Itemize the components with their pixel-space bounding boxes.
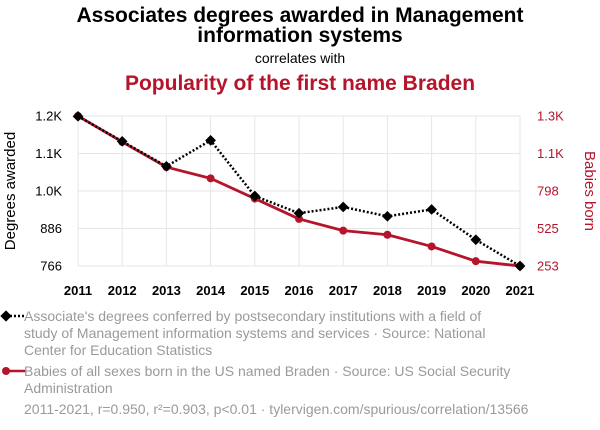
point-degrees-2019 (426, 204, 437, 215)
x-tick-2020: 2020 (461, 283, 490, 298)
point-degrees-2021 (514, 260, 526, 272)
legend-degrees-text-line-2: study of Management information systems … (24, 325, 485, 341)
left-tick-2: 1.0K (35, 184, 62, 199)
right-tick-3: 1.1K (537, 146, 564, 161)
point-degrees-2017 (337, 201, 349, 213)
legend-babies-text-line-1: Babies of all sexes born in the US named… (24, 363, 510, 379)
legend-degrees: Associate's degrees conferred by postsec… (0, 308, 485, 358)
x-tick-2021: 2021 (506, 283, 535, 298)
point-babies-2017 (339, 226, 348, 235)
legend-babies-marker (2, 367, 10, 375)
x-tick-2013: 2013 (152, 283, 181, 298)
chart-footer: 2011-2021, r=0.950, r²=0.903, p<0.01 · t… (24, 401, 529, 417)
point-degrees-2020 (470, 234, 482, 246)
legend-degrees-marker (0, 310, 12, 322)
x-tick-2012: 2012 (108, 283, 137, 298)
x-tick-2011: 2011 (64, 283, 92, 298)
point-babies-2019 (427, 242, 436, 251)
legend-babies: Babies of all sexes born in the US named… (2, 363, 510, 396)
legend-degrees-text-line-3: Center for Education Statistics (24, 342, 212, 358)
x-tick-2014: 2014 (196, 283, 226, 298)
chart-title-line-2: information systems (197, 24, 402, 47)
right-axis-ticks: 253 525 798 1.1K 1.3K (537, 109, 564, 274)
left-tick-3: 1.1K (35, 146, 62, 161)
x-tick-2018: 2018 (373, 283, 402, 298)
x-axis-ticks: 2011 2012 2013 2014 2015 2016 2017 2018 2019 2020… (64, 283, 535, 298)
point-degrees-2018 (382, 210, 393, 222)
point-babies-2018 (383, 230, 392, 239)
left-tick-1: 886 (40, 221, 62, 236)
horizontal-gridlines (78, 115, 520, 267)
right-axis-label: Babies born (581, 151, 598, 231)
point-babies-2020 (471, 257, 480, 266)
point-babies-2014 (206, 174, 215, 183)
chart-subtitle: correlates with (255, 50, 345, 66)
x-tick-2015: 2015 (240, 283, 269, 298)
right-tick-1: 525 (537, 221, 559, 236)
right-tick-4: 1.3K (537, 109, 564, 124)
x-tick-2019: 2019 (417, 283, 446, 298)
point-degrees-2013 (161, 160, 172, 172)
legend-babies-text-line-2: Administration (24, 380, 113, 396)
left-axis-label: Degrees awarded (2, 132, 19, 250)
left-tick-0: 766 (40, 259, 62, 274)
point-babies-2016 (295, 214, 303, 223)
chart-second-title: Popularity of the first name Braden (125, 72, 475, 95)
left-tick-4: 1.2K (35, 109, 62, 124)
point-degrees-2011 (72, 110, 84, 122)
right-tick-0: 253 (537, 259, 559, 274)
point-degrees-2014 (205, 135, 216, 146)
series-line-degrees (77, 115, 521, 268)
right-tick-2: 798 (537, 184, 559, 199)
x-tick-2016: 2016 (285, 283, 314, 298)
legend-degrees-text-line-1: Associate's degrees conferred by postsec… (24, 308, 481, 324)
left-axis-ticks: 766 886 1.0K 1.1K 1.2K (35, 109, 62, 274)
chart-title-line-1: Associates degrees awarded in Management (77, 4, 524, 27)
x-tick-2017: 2017 (329, 283, 358, 298)
